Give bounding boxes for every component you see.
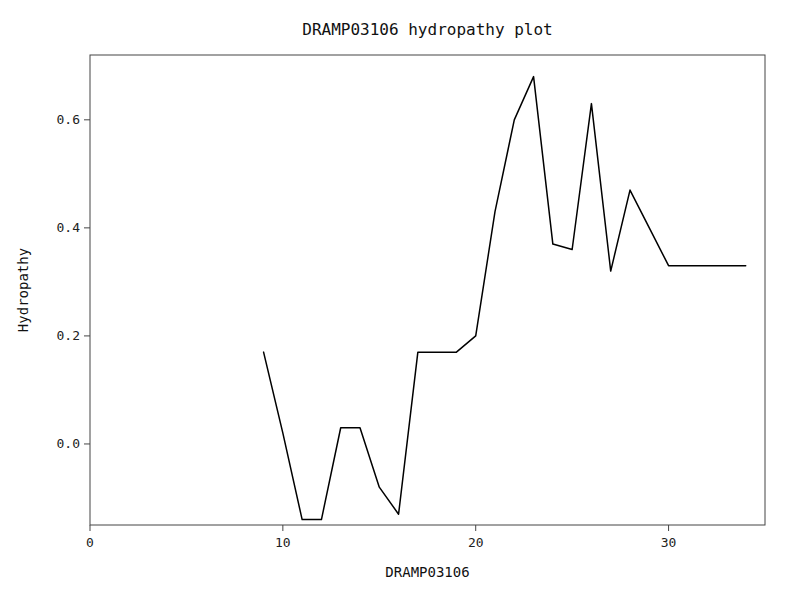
x-axis-label: DRAMP03106 — [385, 564, 469, 580]
x-tick — [668, 525, 669, 531]
y-tick-label: 0.4 — [57, 220, 81, 235]
title: DRAMP03106 hydropathy plot — [302, 20, 552, 39]
x-tick-label: 10 — [275, 535, 291, 550]
plot-frame — [90, 55, 765, 525]
y-tick — [84, 119, 90, 120]
x-tick — [90, 525, 91, 531]
x-tick-label: 30 — [661, 535, 677, 550]
y-tick-label: 0.0 — [57, 436, 80, 451]
axes: 0 10 20 30 0.0 0.2 0.4 0.6 — [57, 112, 677, 550]
data-line — [264, 77, 746, 520]
x-tick-label: 20 — [468, 535, 484, 550]
y-tick-label: 0.2 — [57, 328, 80, 343]
page: {"chart_data": {"type": "line", "title":… — [0, 0, 800, 600]
y-tick — [84, 443, 90, 444]
x-tick — [475, 525, 476, 531]
y-tick-label: 0.6 — [57, 112, 80, 127]
y-tick — [84, 227, 90, 228]
y-axis-label: Hydropathy — [15, 248, 31, 332]
chart: 0 10 20 30 0.0 0.2 0.4 0.6 DRAMP03106 hydropathy… — [0, 0, 800, 600]
x-tick-label: 0 — [86, 535, 94, 550]
plot-area — [264, 77, 746, 520]
y-tick — [84, 335, 90, 336]
x-tick — [282, 525, 283, 531]
